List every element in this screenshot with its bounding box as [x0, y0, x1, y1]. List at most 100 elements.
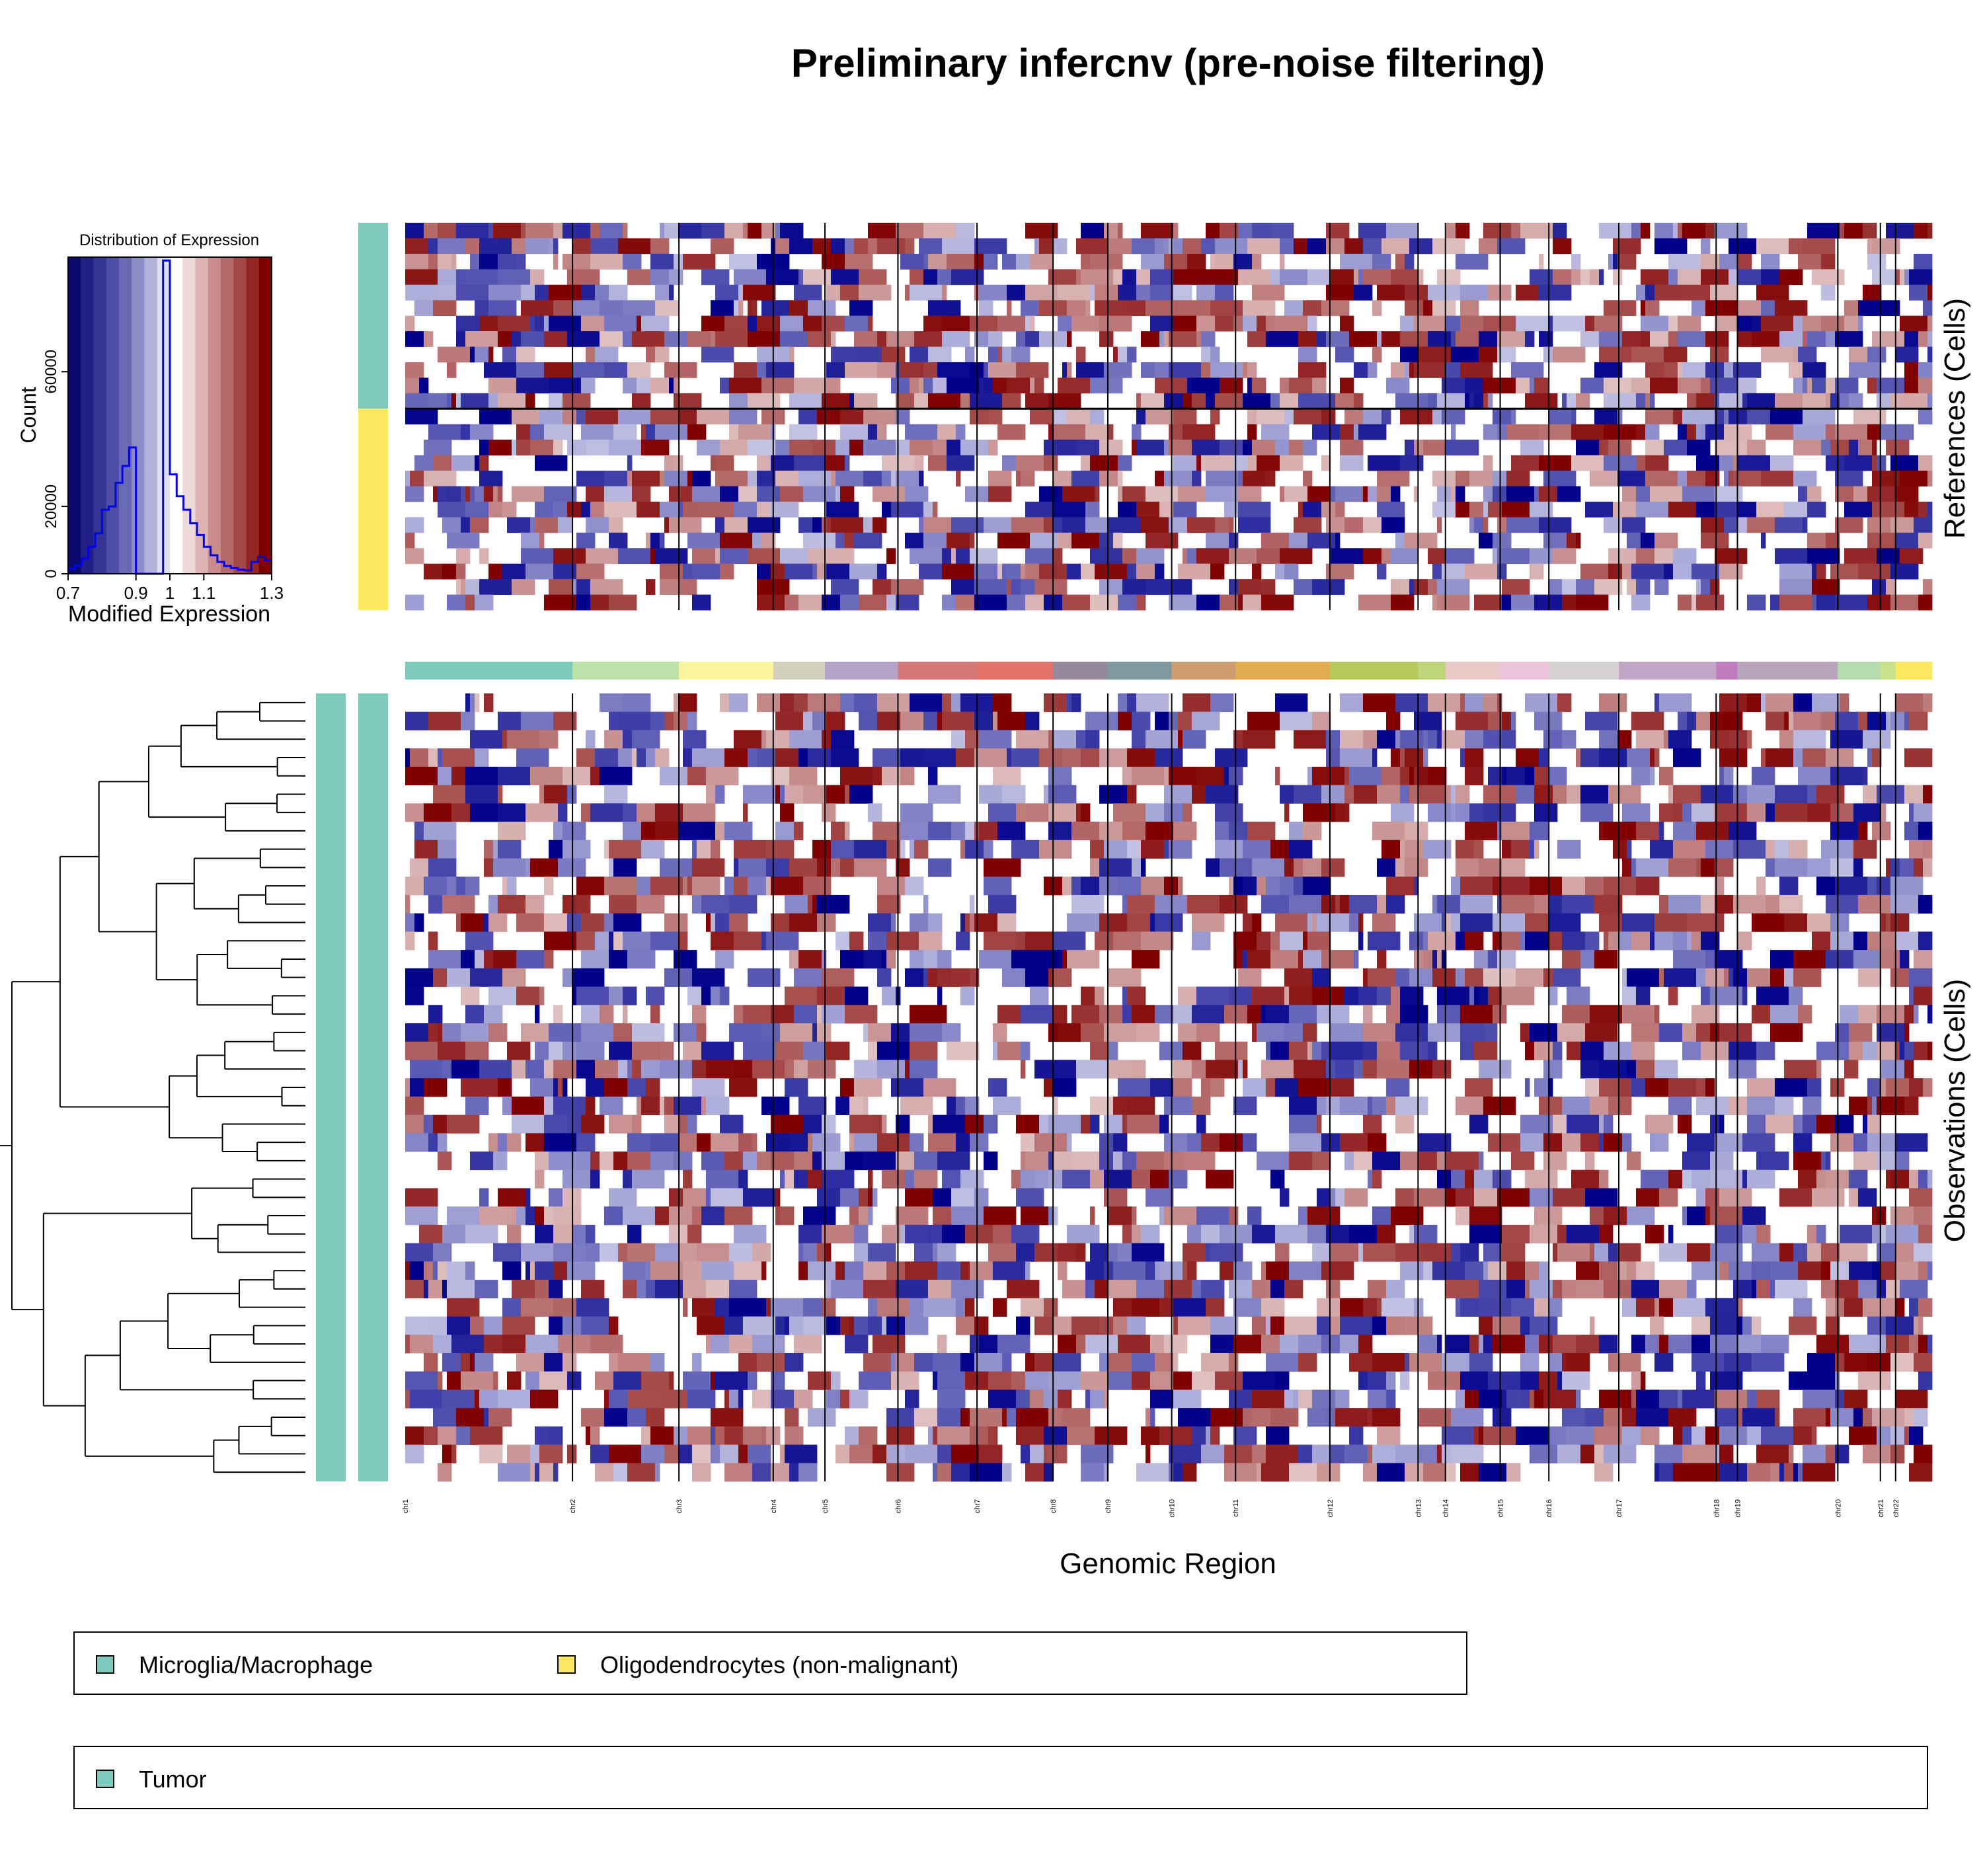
heatmap-cell: [488, 501, 503, 518]
heatmap-cell: [1206, 785, 1239, 804]
heatmap-cell: [1021, 563, 1026, 580]
heatmap-cell: [442, 1224, 466, 1244]
heatmap-cell: [553, 300, 572, 317]
heatmap-cell: [1025, 501, 1054, 518]
heatmap-cell: [1608, 1096, 1618, 1115]
heatmap-cell: [442, 1280, 447, 1299]
heatmap-cell: [1617, 1261, 1627, 1280]
heatmap-cell: [1229, 517, 1234, 533]
heatmap-cell: [1830, 1261, 1849, 1280]
heatmap-cell: [613, 858, 637, 877]
heatmap-cell: [493, 1371, 498, 1390]
heatmap-cell: [1146, 532, 1179, 549]
heatmap-cell: [1048, 424, 1054, 440]
heatmap-cell: [1183, 693, 1211, 713]
heatmap-cell: [1132, 766, 1165, 786]
color-key-band: [258, 257, 272, 574]
heatmap-cell: [516, 362, 545, 378]
heatmap-cell: [1132, 1371, 1151, 1390]
heatmap-cell: [1127, 913, 1151, 932]
heatmap-cell: [826, 1280, 832, 1299]
heatmap-cell: [900, 840, 906, 859]
heatmap-cell: [988, 440, 998, 455]
heatmap-cell: [822, 1169, 855, 1189]
chromosome-label-chr1: chr1: [402, 1499, 410, 1513]
heatmap-cell: [1307, 532, 1336, 549]
heatmap-cell: [405, 393, 429, 409]
heatmap-cell: [1775, 393, 1803, 409]
heatmap-cell: [1617, 931, 1632, 951]
heatmap-cell: [711, 331, 716, 347]
heatmap-cell: [1719, 1444, 1734, 1464]
heatmap-cell: [1169, 424, 1183, 440]
heatmap-cell: [854, 393, 878, 409]
heatmap-cell: [1483, 501, 1489, 518]
heatmap-cell: [914, 1408, 938, 1427]
heatmap-cell: [752, 1133, 758, 1152]
heatmap-cell: [1368, 968, 1396, 987]
heatmap-cell: [905, 1316, 929, 1335]
heatmap-cell: [1113, 803, 1146, 822]
heatmap-cell: [1187, 377, 1192, 394]
heatmap-cell: [1798, 1169, 1817, 1189]
heatmap-cell: [1044, 1298, 1058, 1317]
heatmap-cell: [1372, 1096, 1387, 1115]
heatmap-cell: [1002, 1463, 1012, 1482]
heatmap-cell: [1405, 748, 1424, 767]
heatmap-cell: [1904, 1023, 1910, 1042]
heatmap-cell: [724, 1152, 744, 1171]
heatmap-cell: [840, 424, 869, 440]
heatmap-cell: [1807, 803, 1831, 822]
heatmap-cell: [1830, 1408, 1854, 1427]
heatmap-cell: [738, 424, 771, 440]
heatmap-cell: [1113, 1261, 1146, 1280]
heatmap-cell: [1779, 730, 1794, 749]
heatmap-cell: [960, 1169, 984, 1189]
heatmap-cell: [1779, 1463, 1785, 1482]
heatmap-cell: [1715, 968, 1725, 987]
heatmap-cell: [1867, 1114, 1882, 1134]
heatmap-cell: [1793, 711, 1822, 730]
heatmap-cell: [1331, 486, 1336, 502]
heatmap-cell: [1090, 1041, 1109, 1060]
heatmap-cell: [1900, 393, 1928, 409]
heatmap-cell: [1215, 238, 1248, 254]
heatmap-cell: [826, 455, 845, 471]
heatmap-cell: [1539, 253, 1544, 270]
heatmap-cell: [1812, 377, 1826, 394]
heatmap-cell: [803, 877, 832, 896]
heatmap-cell: [1631, 1078, 1646, 1097]
heatmap-cell: [1326, 331, 1350, 347]
heatmap-cell: [451, 1335, 485, 1354]
heatmap-cell: [451, 253, 457, 270]
heatmap-cell: [1122, 1005, 1132, 1024]
heatmap-cell: [711, 238, 734, 254]
heatmap-cell: [923, 711, 938, 730]
cell-type-legend: Microglia/Macrophage Oligodendrocytes (n…: [73, 1631, 1467, 1695]
heatmap-cell: [1122, 1224, 1132, 1244]
heatmap-cell: [794, 693, 808, 713]
heatmap-cell: [1923, 858, 1933, 877]
heatmap-cell: [1756, 877, 1766, 896]
heatmap-cell: [553, 1078, 559, 1097]
heatmap-cell: [910, 1133, 924, 1152]
heatmap-cell: [1053, 968, 1072, 987]
color-key-band: [144, 257, 158, 574]
heatmap-cell: [808, 894, 813, 914]
heatmap-cell: [1178, 486, 1206, 502]
heatmap-cell: [1113, 1298, 1132, 1317]
heatmap-cell: [1284, 300, 1303, 317]
heatmap-cell: [553, 1298, 577, 1317]
heatmap-cell: [692, 1352, 702, 1372]
heatmap-cell: [1826, 950, 1854, 969]
heatmap-cell: [1062, 877, 1072, 896]
heatmap-cell: [1747, 393, 1775, 409]
heatmap-cell: [1432, 501, 1456, 518]
heatmap-cell: [1650, 377, 1678, 394]
heatmap-cell: [789, 440, 813, 455]
heatmap-cell: [1571, 424, 1604, 440]
heatmap-cell: [896, 858, 910, 877]
heatmap-cell: [910, 440, 933, 455]
heatmap-cell: [812, 711, 827, 730]
heatmap-cell: [484, 950, 494, 969]
